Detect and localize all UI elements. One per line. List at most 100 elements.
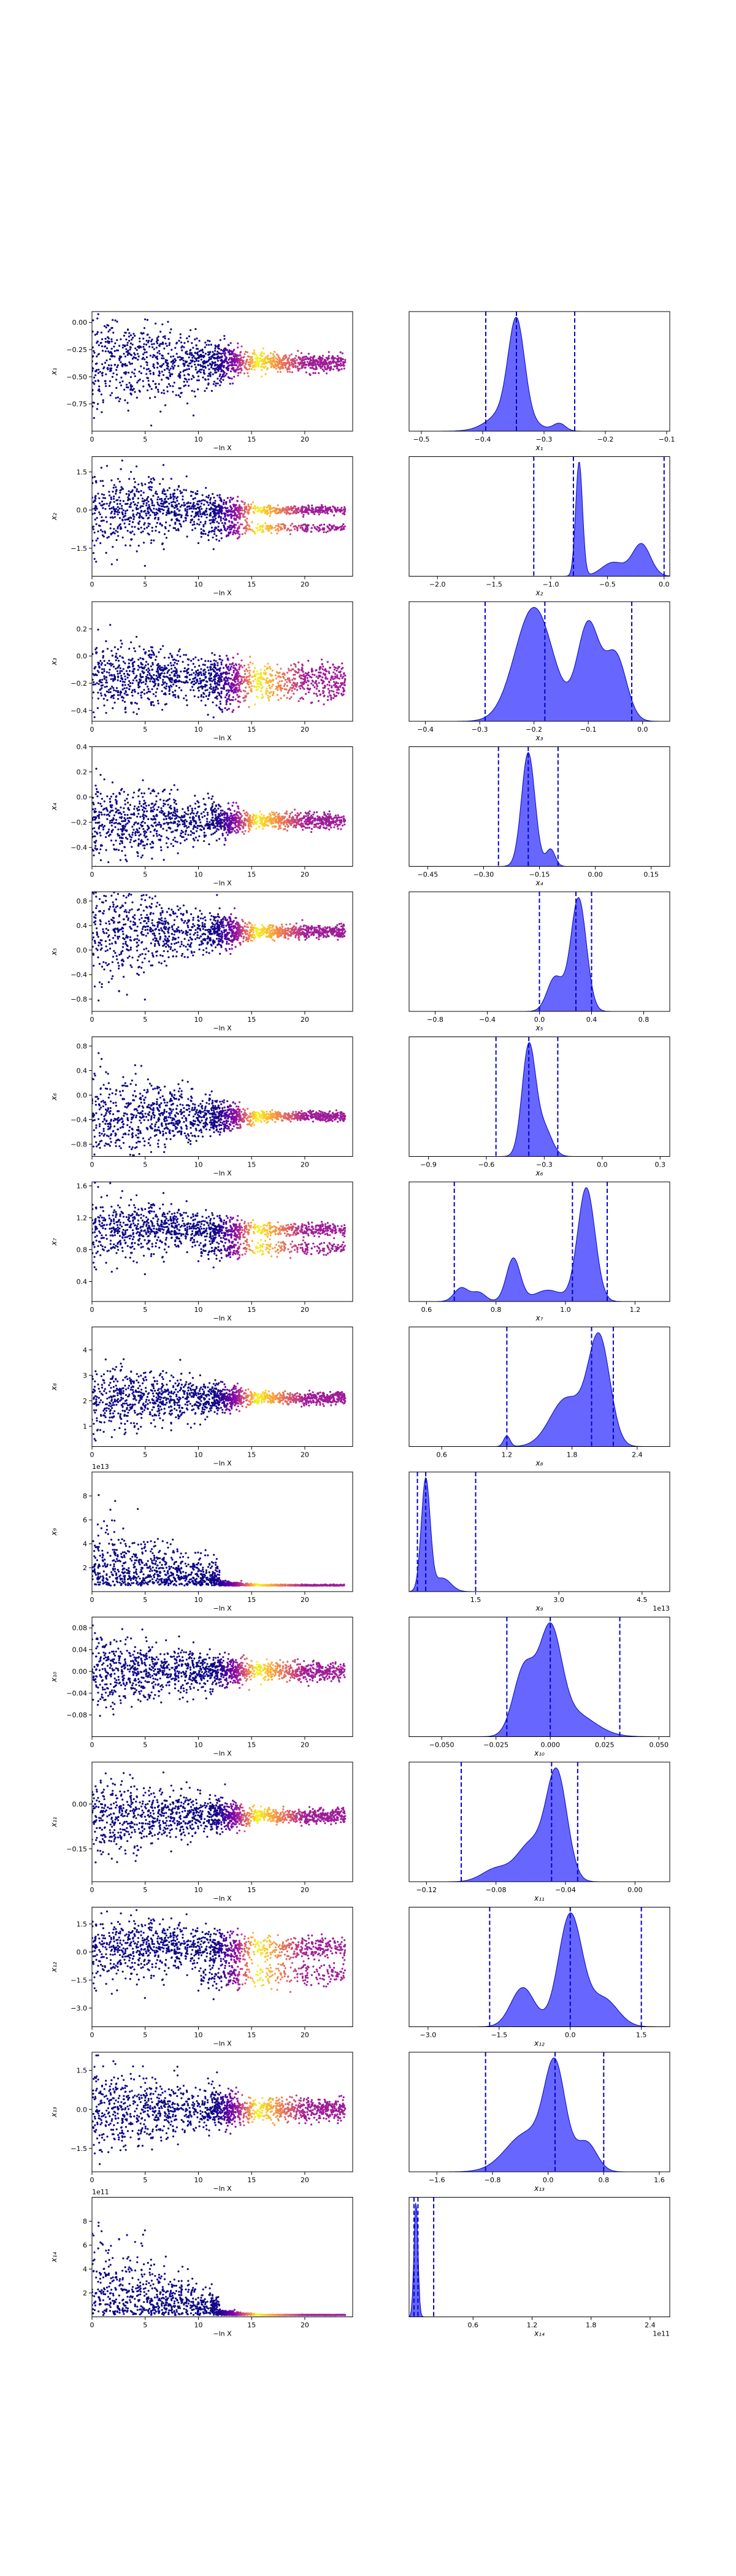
scatter-point	[241, 533, 243, 535]
scatter-point	[320, 362, 323, 365]
scatter-point	[220, 348, 223, 351]
scatter-point	[157, 684, 159, 687]
scatter-point	[119, 792, 121, 795]
scatter-point	[192, 657, 194, 661]
scatter-point	[312, 524, 315, 526]
scatter-point	[119, 667, 121, 670]
scatter-point	[309, 675, 312, 678]
scatter-point	[186, 508, 189, 511]
scatter-point	[165, 667, 167, 669]
scatter-point	[139, 340, 141, 343]
scatter-point	[112, 707, 114, 710]
scatter-point	[329, 361, 332, 363]
scatter-point	[188, 378, 190, 381]
scatter-point	[139, 390, 141, 393]
scatter-point	[279, 688, 282, 690]
scatter-point	[113, 495, 115, 498]
scatter-point	[192, 498, 194, 500]
scatter-point	[136, 635, 138, 638]
scatter-point	[214, 697, 217, 699]
scatter-point	[316, 528, 318, 531]
scatter-point	[202, 811, 205, 813]
scatter-point	[103, 704, 105, 707]
scatter-point	[226, 698, 229, 700]
scatter-point	[112, 372, 115, 375]
scatter-point	[194, 673, 197, 676]
scatter-point	[310, 702, 312, 704]
scatter-point	[246, 692, 248, 695]
scatter-point	[95, 816, 98, 819]
scatter-point	[321, 668, 324, 670]
scatter-point	[98, 511, 101, 513]
scatter-point	[197, 682, 200, 684]
scatter-point	[200, 515, 203, 518]
scatter-point	[164, 692, 166, 694]
scatter-point	[222, 352, 224, 355]
scatter-point	[153, 678, 156, 680]
scatter-point	[226, 349, 228, 351]
scatter-point	[192, 347, 194, 349]
scatter-point	[293, 692, 295, 695]
scatter-point	[219, 373, 221, 376]
scatter-point	[308, 508, 310, 511]
scatter-point	[183, 670, 185, 673]
scatter-point	[131, 702, 133, 704]
scatter-point	[181, 491, 183, 494]
scatter-point	[264, 366, 267, 368]
scatter-point	[172, 355, 175, 358]
scatter-point	[318, 529, 321, 532]
scatter-point	[177, 356, 179, 359]
scatter-point	[138, 827, 140, 829]
scatter-point	[200, 696, 202, 698]
scatter-point	[157, 670, 159, 672]
scatter-point	[161, 323, 164, 326]
scatter-point	[225, 694, 228, 697]
scatter-point	[324, 512, 326, 515]
scatter-point	[190, 673, 193, 676]
scatter-point	[199, 680, 202, 682]
scatter-point	[185, 475, 188, 478]
scatter-point	[148, 504, 150, 506]
x-axis-label: −ln X	[213, 444, 232, 452]
scatter-point	[335, 669, 338, 672]
scatter-point	[191, 354, 193, 356]
scatter-point	[330, 366, 332, 368]
scatter-point	[202, 532, 205, 535]
scatter-point	[168, 678, 171, 681]
scatter-point	[203, 372, 205, 375]
scatter-point	[156, 358, 159, 360]
scatter-point	[196, 490, 199, 493]
scatter-point	[157, 516, 159, 519]
scatter-point	[92, 393, 94, 396]
scatter-points	[92, 767, 347, 867]
scatter-point	[239, 683, 242, 685]
scatter-point	[186, 704, 188, 707]
scatter-point	[196, 672, 199, 675]
scatter-point	[262, 366, 264, 368]
scatter-point	[127, 372, 130, 374]
scatter-point	[301, 508, 304, 512]
scatter-point	[223, 337, 226, 340]
scatter-point	[188, 505, 191, 508]
scatter-point	[218, 375, 221, 377]
scatter-point	[304, 677, 306, 680]
marginal-panel-1: −0.5 −0.4 −0.3 −0.2 −0.1x₁	[408, 311, 675, 452]
scatter-point	[94, 496, 96, 499]
scatter-point	[267, 662, 269, 665]
scatter-point	[119, 670, 121, 672]
scatter-point	[209, 512, 212, 515]
x-tick-label: −0.2	[526, 726, 542, 734]
scatter-point	[95, 539, 98, 542]
scatter-point	[301, 696, 303, 699]
scatter-point	[212, 362, 215, 364]
scatter-point	[337, 682, 339, 684]
scatter-point	[245, 686, 247, 689]
scatter-point	[205, 695, 207, 697]
scatter-point	[247, 683, 250, 686]
scatter-point	[100, 684, 102, 687]
scatter-point	[199, 513, 202, 515]
scatter-point	[92, 381, 94, 384]
scatter-point	[197, 515, 200, 518]
scatter-point	[194, 497, 196, 499]
scatter-point	[203, 835, 206, 838]
